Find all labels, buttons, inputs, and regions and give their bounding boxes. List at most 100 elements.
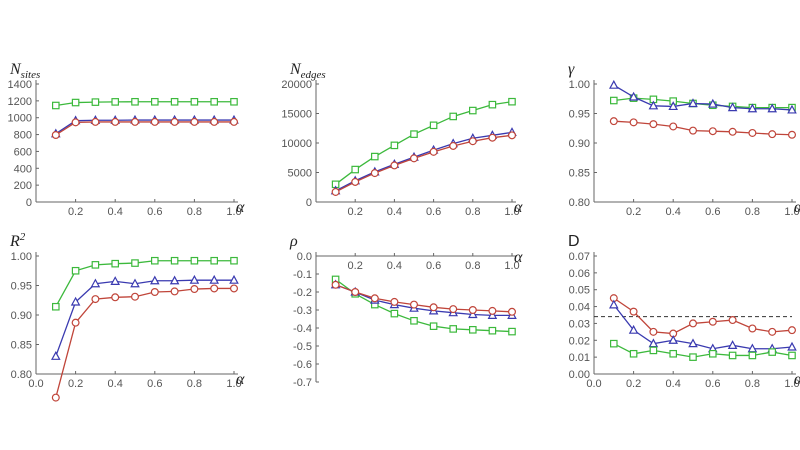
y-tick-label: 0.90 <box>11 310 32 322</box>
series-line-blue <box>335 284 512 317</box>
x-tick-label: 0.8 <box>745 206 760 218</box>
data-point-red <box>449 305 458 314</box>
x-tick-label: 0.2 <box>68 378 83 390</box>
data-point-green <box>371 152 379 161</box>
data-point-green <box>449 112 458 121</box>
x-tick-label: 1.0 <box>226 378 241 390</box>
data-point-red <box>468 137 477 146</box>
data-point-blue <box>110 276 121 285</box>
data-point-red <box>649 120 658 129</box>
data-point-green <box>689 353 697 361</box>
data-point-red <box>230 117 239 126</box>
x-tick-label: 1.0 <box>784 378 799 390</box>
series-line-red <box>613 297 793 335</box>
y-tick-label: 15000 <box>281 109 312 121</box>
data-point-red <box>649 327 658 336</box>
x-tick-label: 0.2 <box>626 206 641 218</box>
y-tick-label: 800 <box>14 130 32 142</box>
x-axis-label: α <box>794 199 800 216</box>
data-point-red <box>688 319 697 328</box>
y-tick-label: 10000 <box>281 138 312 150</box>
series-line-blue <box>55 119 234 135</box>
data-point-green <box>111 259 120 268</box>
data-point-green <box>190 97 199 106</box>
x-tick-label: 0.2 <box>68 206 83 218</box>
data-point-green <box>51 302 60 311</box>
data-point-blue <box>50 351 61 360</box>
y-tick-label: 0.85 <box>11 340 32 352</box>
y-axis-label: γ <box>568 61 575 78</box>
data-point-red <box>748 128 757 137</box>
y-tick-label: 0.0 <box>297 251 312 263</box>
series-line-green <box>613 343 793 358</box>
chart-panel-4: 0.80 0.85 0.90 0.95 1.00 0.0 0.2 0.4 0.6 0.8 1.0 R2… <box>9 231 245 402</box>
series-line-blue <box>55 279 234 357</box>
data-point-green <box>131 259 139 267</box>
data-point-blue <box>130 278 140 288</box>
y-tick-label: 0.00 <box>569 369 590 381</box>
series-line-blue <box>335 131 513 192</box>
data-point-red <box>190 285 199 294</box>
data-point-green <box>151 256 159 265</box>
data-point-blue <box>608 79 619 89</box>
x-tick-label: 0.6 <box>147 378 162 390</box>
data-point-green <box>728 351 737 360</box>
x-tick-label: 0.4 <box>666 378 681 390</box>
data-point-green <box>609 339 618 348</box>
data-point-blue <box>608 299 619 309</box>
y-tick-label: -0.5 <box>293 341 312 353</box>
data-point-blue <box>229 274 239 284</box>
data-point-blue <box>90 278 101 288</box>
data-point-red <box>748 324 757 333</box>
series-line-red <box>55 121 234 136</box>
data-point-red <box>190 117 199 126</box>
data-point-red <box>728 127 737 136</box>
data-point-red <box>728 316 737 325</box>
y-tick-label: 0.06 <box>569 268 590 280</box>
data-point-green <box>410 130 418 138</box>
y-tick-label: 20000 <box>281 79 312 91</box>
data-point-red <box>390 297 399 306</box>
y-tick-label: 0.02 <box>569 335 590 347</box>
data-point-red <box>71 318 80 327</box>
x-tick-label: 0.8 <box>465 206 480 218</box>
x-tick-label: 0.4 <box>108 206 123 218</box>
data-point-red <box>331 280 340 289</box>
data-point-red <box>351 288 360 297</box>
x-axis-label: α <box>236 199 245 216</box>
series-line-red <box>55 287 234 398</box>
data-point-red <box>410 154 419 163</box>
y-tick-label: 1.00 <box>569 79 590 91</box>
data-point-green <box>508 97 516 106</box>
x-tick-label: 1.0 <box>226 206 241 218</box>
data-point-blue <box>727 102 738 112</box>
x-tick-label: 0.2 <box>626 378 641 390</box>
x-tick-label: 0.8 <box>745 378 760 390</box>
data-point-blue <box>149 275 160 285</box>
data-point-red <box>370 294 379 303</box>
data-point-blue <box>707 98 718 108</box>
y-axis-label: R2 <box>9 231 26 250</box>
chart-panel-5: 0.0 -0.1 -0.2 -0.3 -0.4 -0.5 -0.6 -0.7 0.2 0.4 0.6… <box>289 233 523 389</box>
series-line-green <box>55 260 234 308</box>
x-tick-label: 0.6 <box>705 378 720 390</box>
data-point-green <box>230 97 238 106</box>
y-axis-label: D <box>568 233 580 250</box>
x-tick-label: 1.0 <box>784 206 799 218</box>
y-tick-label: 0.95 <box>569 109 590 121</box>
data-point-red <box>170 287 179 296</box>
data-point-blue <box>747 103 758 113</box>
data-point-red <box>708 127 717 136</box>
data-point-blue <box>767 103 778 113</box>
data-point-red <box>768 130 777 139</box>
data-point-green <box>390 309 399 318</box>
y-tick-label: 400 <box>14 163 32 175</box>
data-point-green <box>669 349 678 358</box>
y-tick-label: 0.05 <box>569 285 590 297</box>
data-point-red <box>91 117 100 126</box>
data-point-green <box>768 348 777 356</box>
y-tick-label: 1.00 <box>11 251 32 263</box>
series-line-red <box>613 120 793 136</box>
y-axis-label-subscript: edges <box>301 69 326 81</box>
data-point-red <box>131 117 140 126</box>
